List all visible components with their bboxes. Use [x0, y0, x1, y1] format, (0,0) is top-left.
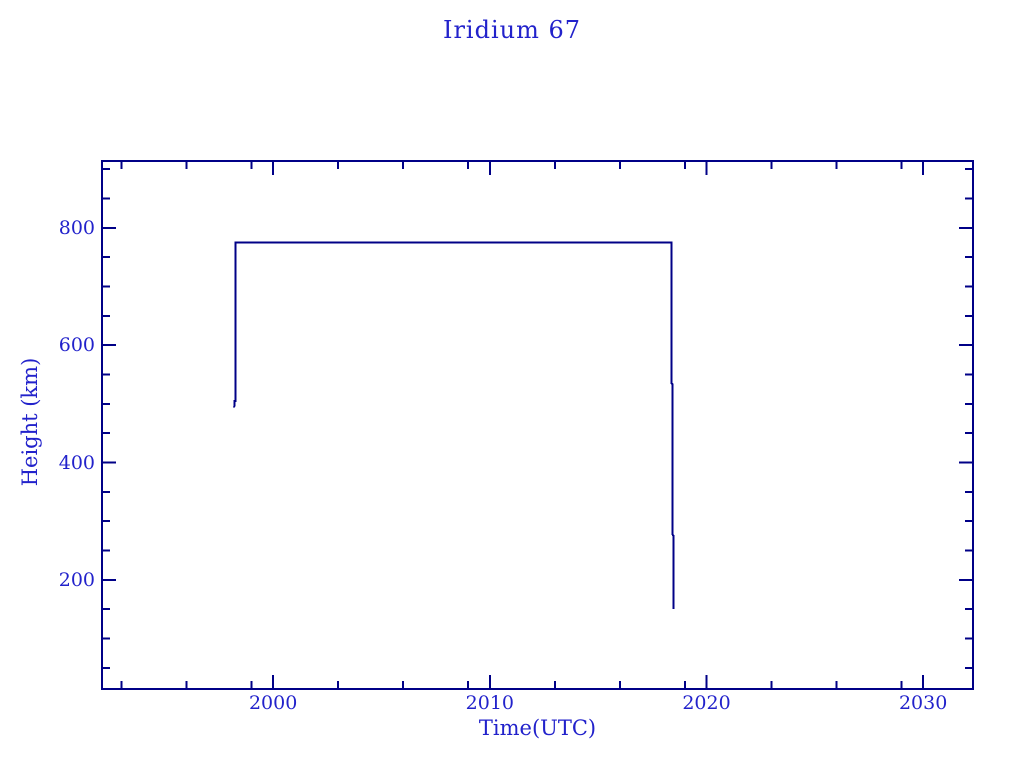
x-axis-tick-label: 2020	[682, 692, 731, 714]
chart-title: Iridium 67	[442, 16, 582, 44]
plot-frame	[101, 160, 974, 690]
x-axis-tick-label: 2010	[465, 692, 514, 714]
y-axis-tick-label: 400	[58, 451, 95, 474]
height-data-line	[233, 241, 675, 610]
x-axis-tick-label: 2030	[898, 692, 948, 714]
axis-ticks	[102, 161, 973, 689]
y-axis-tick-label: 800	[58, 216, 95, 239]
y-axis-tick-label: 600	[58, 334, 95, 357]
x-axis-tick-label: 2000	[248, 692, 298, 714]
x-axis-title: Time(UTC)	[478, 716, 597, 740]
y-axis-title: Height (km)	[18, 357, 42, 487]
y-axis-tick-label: 200	[58, 568, 95, 591]
